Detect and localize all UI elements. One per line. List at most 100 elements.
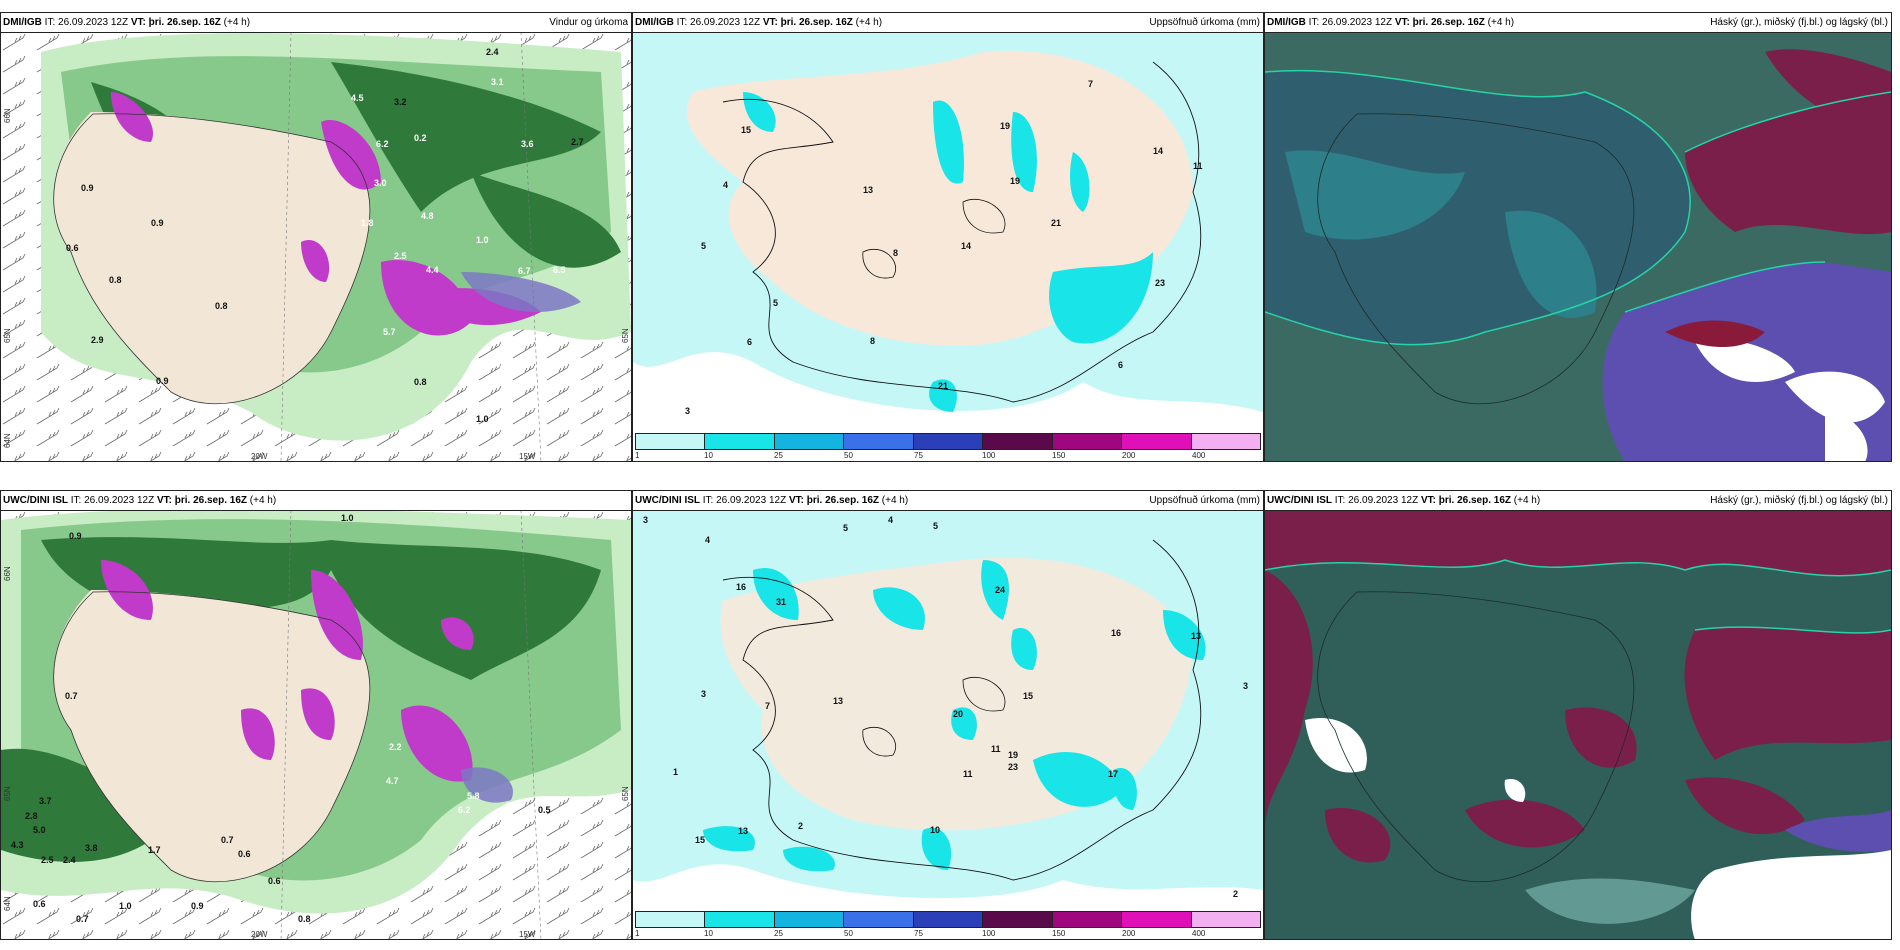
- lead-time: (+4 h): [879, 495, 909, 506]
- wind-label: 4.5: [351, 93, 364, 103]
- precip-label: 31: [776, 597, 787, 607]
- wind-label: 0.6: [268, 876, 281, 886]
- lon-label-20w: 20W: [251, 452, 268, 461]
- precip-label: 8: [893, 248, 899, 258]
- panel-clouds-dini: UWC/DINI ISL IT: 26.09.2023 12Z VT: þri.…: [1264, 490, 1892, 940]
- precip-label: 1: [673, 767, 679, 777]
- legend-tick: 10: [704, 451, 713, 460]
- lead-time: (+4 h): [1511, 495, 1541, 506]
- legend-colorbar: [635, 911, 1261, 928]
- model-source: UWC/DINI ISL: [1267, 495, 1332, 506]
- legend-tick: 150: [1052, 451, 1066, 460]
- panel-wind-dmi: DMI/IGB IT: 26.09.2023 12Z VT: þri. 26.s…: [0, 12, 632, 462]
- wind-label: 5.0: [506, 801, 519, 811]
- legend-tick: 400: [1192, 929, 1206, 938]
- precip-label: 23: [1155, 278, 1166, 288]
- legend-tick: 50: [844, 451, 853, 460]
- lon-label-20w: 20W: [251, 930, 268, 939]
- wind-label: 6.2: [376, 139, 389, 149]
- panel-title: Háský (gr.), miðský (fj.bl.) og lágský (…: [1710, 17, 1888, 28]
- precip-label: 10: [930, 825, 941, 835]
- precip-map: [633, 32, 1263, 432]
- wind-label: 0.7: [221, 835, 234, 845]
- wind-label: 1.8: [361, 218, 374, 228]
- precip-label: 14: [961, 241, 972, 251]
- precip-label: 21: [938, 381, 949, 391]
- panel-precip-dini: UWC/DINI ISL IT: 26.09.2023 12Z VT: þri.…: [632, 490, 1264, 940]
- legend-tick: 75: [914, 451, 923, 460]
- wind-map: [1, 510, 631, 939]
- legend-swatch: [983, 912, 1053, 927]
- panel-title: Vindur og úrkoma: [549, 17, 628, 28]
- wind-label: 3.0: [374, 178, 387, 188]
- wind-label: 1.0: [341, 513, 354, 523]
- precip-label: 19: [1000, 121, 1011, 131]
- lead-time: (+4 h): [852, 17, 883, 28]
- precip-label: 13: [863, 185, 874, 195]
- legend-swatch: [913, 434, 984, 449]
- wind-label: 3.7: [39, 796, 52, 806]
- wind-label: 0.9: [191, 901, 204, 911]
- precip-label: 17: [1108, 769, 1119, 779]
- precip-label: 7: [765, 701, 771, 711]
- model-source: DMI/IGB: [1267, 17, 1306, 28]
- wind-label: 2.4: [63, 855, 76, 865]
- legend-swatch: [983, 434, 1053, 449]
- init-time: IT: 26.09.2023 12Z: [1332, 495, 1421, 506]
- wind-label: 3.1: [491, 77, 504, 87]
- legend-swatch: [636, 912, 706, 927]
- precip-label: 19: [1008, 750, 1019, 760]
- legend-swatch: [705, 912, 775, 927]
- wind-label: 2.2: [389, 742, 402, 752]
- valid-time: VT: þri. 26.sep. 16Z: [156, 495, 247, 506]
- legend-tick: 1: [635, 451, 640, 460]
- legend-tick: 75: [914, 929, 923, 938]
- precip-label: 5: [773, 298, 779, 308]
- precip-label: 20: [953, 709, 964, 719]
- panel-header: UWC/DINI ISL IT: 26.09.2023 12Z VT: þri.…: [633, 491, 1263, 511]
- precip-label: 16: [1111, 628, 1122, 638]
- wind-label: 0.9: [81, 183, 94, 193]
- model-source: UWC/DINI ISL: [3, 495, 68, 506]
- wind-label: 0.7: [65, 691, 78, 701]
- wind-label: 2.9: [91, 335, 104, 345]
- precip-label: 11: [1193, 161, 1203, 171]
- precip-label: 24: [995, 585, 1006, 595]
- legend-swatch: [636, 434, 706, 449]
- wind-label: 0.8: [215, 301, 228, 311]
- legend-tick: 200: [1122, 929, 1136, 938]
- precip-label: 6: [1118, 360, 1124, 370]
- precip-label: 13: [833, 696, 844, 706]
- lat-label-64: 64N: [3, 433, 12, 448]
- precip-label: 13: [738, 826, 749, 836]
- precip-label: 23: [1008, 762, 1019, 772]
- precip-label: 6: [747, 337, 753, 347]
- lat-label-65: 65N: [3, 328, 12, 343]
- legend-swatch: [1122, 434, 1192, 449]
- legend-colorbar: [635, 433, 1261, 450]
- wind-label: 0.8: [109, 275, 122, 285]
- lead-time: (+4 h): [1484, 17, 1515, 28]
- wind-label: 6.2: [458, 805, 471, 815]
- wind-label: 4.4: [426, 265, 439, 275]
- legend-swatch: [774, 434, 845, 449]
- legend-tick: 25: [774, 451, 783, 460]
- cloud-map: [1265, 510, 1891, 939]
- legend-tick: 1: [635, 929, 640, 938]
- lat-label-65-right: 65N: [621, 328, 630, 343]
- wind-label: 0.9: [69, 531, 82, 541]
- panel-header: DMI/IGB IT: 26.09.2023 12Z VT: þri. 26.s…: [1265, 13, 1891, 33]
- init-time: IT: 26.09.2023 12Z: [700, 495, 789, 506]
- panel-header: UWC/DINI ISL IT: 26.09.2023 12Z VT: þri.…: [1265, 491, 1891, 511]
- legend-tick: 100: [982, 451, 996, 460]
- precip-label: 14: [1153, 146, 1164, 156]
- valid-time: VT: þri. 26.sep. 16Z: [788, 495, 879, 506]
- wind-label: 5.6: [488, 359, 501, 369]
- valid-time: VT: þri. 26.sep. 16Z: [1420, 495, 1511, 506]
- precip-label: 4: [888, 515, 894, 525]
- lead-time: (+4 h): [220, 17, 251, 28]
- precip-label: 3: [701, 689, 707, 699]
- wind-label: 5.7: [383, 327, 396, 337]
- precip-label: 4: [723, 180, 729, 190]
- legend-tick: 200: [1122, 451, 1136, 460]
